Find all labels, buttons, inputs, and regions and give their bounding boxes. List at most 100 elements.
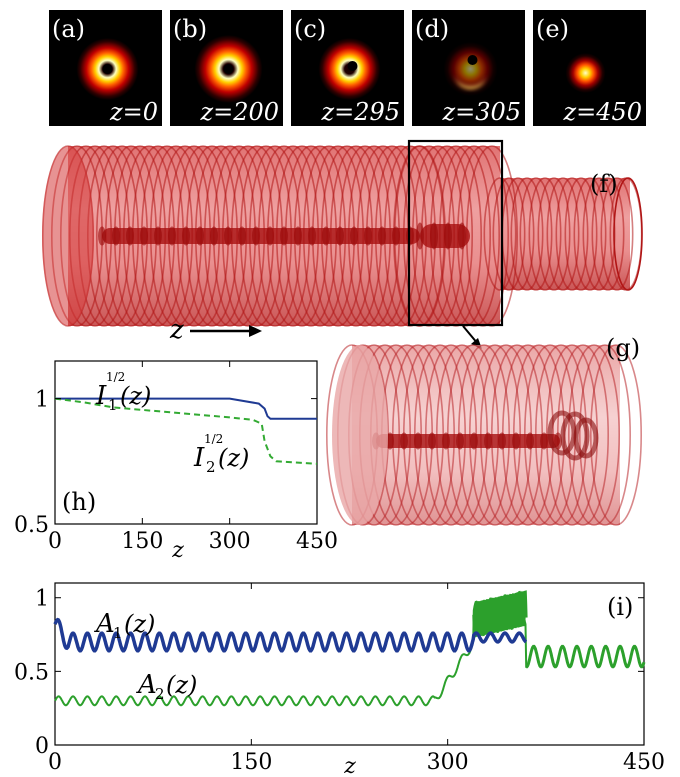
tube-ring — [492, 177, 526, 291]
vortex-core — [102, 64, 113, 74]
x-tick-label: 300 — [427, 750, 469, 775]
panel-i-series-2-tail — [525, 644, 646, 669]
vortex-core-bead — [168, 226, 176, 246]
x-tick-label: 450 — [623, 750, 665, 775]
vortex-core-bead — [414, 432, 422, 450]
vortex-core-bead — [386, 432, 394, 450]
tube-ring — [578, 344, 631, 526]
panel-i-curve1-label: A 1 (z) — [94, 609, 155, 642]
x-tick-label: 0 — [48, 750, 62, 775]
svg-text:1/2: 1/2 — [106, 370, 125, 384]
vortex-core-bead — [112, 226, 120, 246]
panel-g-zoomed-tube: (g) — [325, 334, 642, 526]
panel-h-series-2 — [54, 397, 318, 465]
panel-i-plot: 0 150 300 450 1 0.5 0 z (i) A 1 (z) A 2 (z) — [14, 582, 665, 777]
vortex-core-bead — [498, 432, 506, 450]
panel-h-plot: 0 150 300 450 1 0.5 z (h) I 1/2 1 (z) I 1/2 2 … — [14, 360, 338, 563]
vortex-core-bead — [554, 432, 562, 450]
vortex-loop — [560, 411, 590, 461]
thumbnail-z-label: z=0 — [109, 98, 158, 126]
tube-ring — [567, 344, 620, 526]
panel-g-letter: (g) — [606, 334, 640, 362]
vortex-core-bead — [98, 226, 106, 246]
vortex-core-bead — [540, 432, 548, 450]
x-tick-label: 300 — [209, 529, 251, 554]
svg-text:2: 2 — [155, 685, 165, 703]
vortex-core-bead — [430, 222, 438, 250]
vortex-core-bead — [252, 226, 260, 246]
vortex-core-bead — [238, 226, 246, 246]
thumbnail-c: (c) z=295 — [291, 10, 404, 126]
zoom-box — [407, 139, 504, 327]
svg-text:I: I — [193, 443, 205, 473]
panel-i-curve2-label: A 2 (z) — [136, 670, 197, 703]
tube-ring — [537, 177, 571, 291]
panel-h-series-1 — [55, 397, 317, 420]
crescent-halo — [443, 42, 498, 96]
thumbnail-a: (a) z=0 — [49, 10, 162, 126]
tube-end-cap — [42, 146, 94, 326]
panel-h-axes-box — [54, 360, 318, 525]
svg-text:1/2: 1/2 — [204, 432, 223, 446]
y-tick-label: 1 — [35, 587, 49, 612]
vortex-core-bead — [280, 226, 288, 246]
vortex-core-bead — [456, 432, 464, 450]
thumbnail-letter: (b) — [173, 15, 207, 43]
vortex-core-bead — [140, 226, 148, 246]
tube-ring — [564, 177, 598, 291]
vortex-loop — [573, 417, 599, 459]
thumbnail-z-label: z=200 — [199, 98, 279, 126]
vortex-core-bead — [182, 226, 190, 246]
vortex-core-bead — [458, 222, 466, 250]
y-tick-label: 0 — [35, 734, 49, 759]
tube-ring — [589, 344, 642, 526]
crescent-bright — [454, 73, 487, 89]
thumbnail-letter: (a) — [52, 15, 85, 43]
panel-i-letter: (i) — [607, 593, 633, 621]
svg-text:(z): (z) — [218, 444, 249, 472]
panel-i-xlabel: z — [343, 754, 356, 777]
thumbnail-z-label: z=450 — [562, 98, 642, 126]
panel-i-series-1 — [53, 617, 528, 653]
panel-f-letter: (f) — [590, 170, 618, 198]
svg-text:A: A — [136, 670, 157, 700]
thumbnail-z-label: z=295 — [320, 98, 400, 126]
x-tick-label: 150 — [121, 529, 163, 554]
tube-end-cap — [332, 345, 388, 525]
svg-text:(z): (z) — [120, 382, 151, 410]
thumbnail-b: (b) z=200 — [170, 10, 283, 126]
thumbnail-letter: (d) — [415, 15, 449, 43]
panel-f-3d-tube: (f) z — [41, 139, 643, 349]
y-tick-label: 1 — [35, 388, 49, 413]
tube-ring — [528, 177, 562, 291]
tube-ring — [546, 177, 580, 291]
vortex-core-bead — [154, 226, 162, 246]
vortex-core-tube — [102, 228, 420, 244]
top-thumbnail-row: (a) z=0 (b) z=200 (c) z=295 (d) z=305 (e) z=450 — [49, 10, 646, 126]
vortex-core-bead — [224, 226, 232, 246]
vortex-core-bead — [266, 226, 274, 246]
thumbnail-letter: (e) — [536, 15, 569, 43]
tube-ring — [519, 177, 553, 291]
vortex-core-bead — [210, 226, 218, 246]
panel-h-curve2-label: I 1/2 2 (z) — [193, 432, 249, 476]
tube-ring — [600, 177, 634, 291]
vortex-core-bead — [484, 432, 492, 450]
vortex-core-bead — [126, 226, 134, 246]
vortex-core-bead — [308, 226, 316, 246]
svg-text:I: I — [95, 381, 107, 411]
tube-ring — [555, 177, 589, 291]
vortex-core-bead — [336, 226, 344, 246]
svg-text:1: 1 — [108, 396, 118, 414]
svg-text:A: A — [94, 609, 115, 639]
panel-i-series-2-band — [472, 590, 528, 638]
vortex-core-bead — [294, 226, 302, 246]
vortex-core — [223, 64, 234, 74]
x-tick-label: 0 — [48, 529, 62, 554]
vortex-core — [347, 61, 358, 71]
vortex-core-bead — [322, 226, 330, 246]
tube-end-ring — [613, 177, 643, 291]
y-tick-label: 0.5 — [14, 660, 49, 685]
y-tick-label: 0.5 — [14, 513, 49, 538]
